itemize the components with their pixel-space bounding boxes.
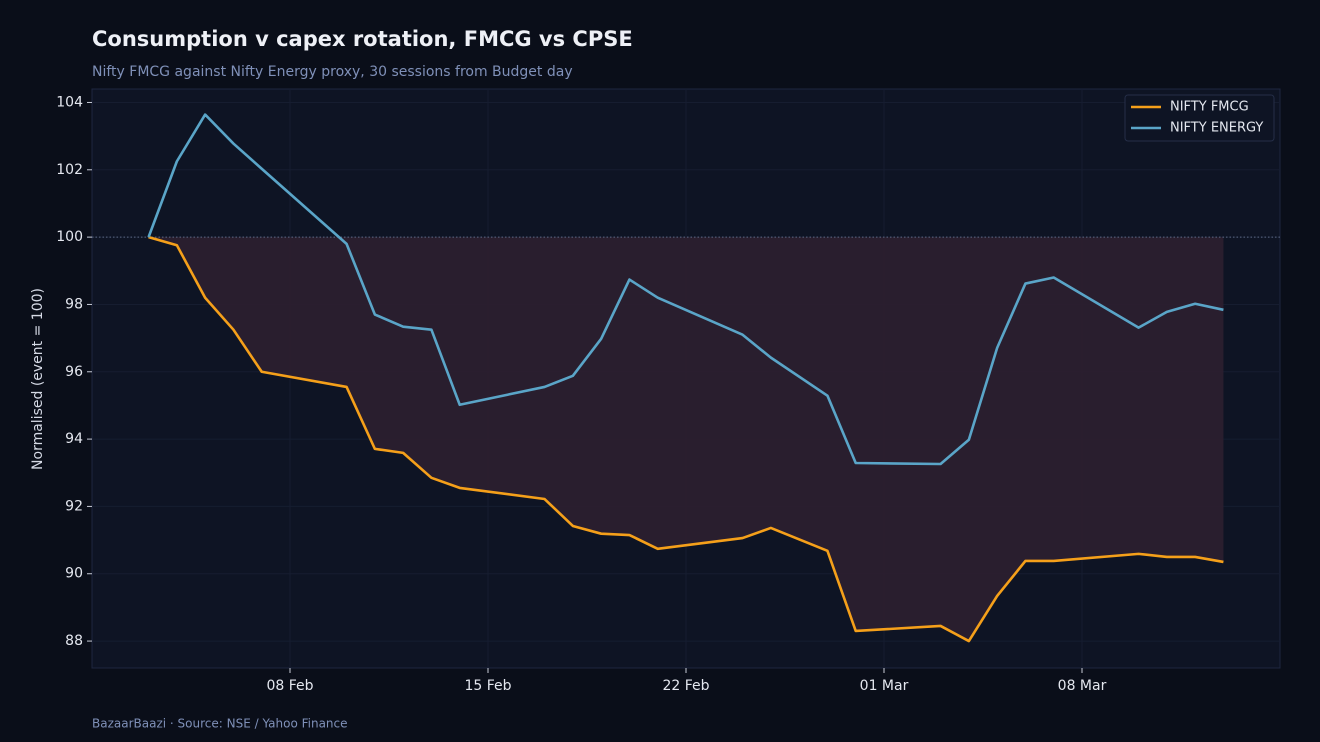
x-tick-label: 08 Feb — [266, 678, 313, 694]
x-tick-label: 01 Mar — [860, 678, 909, 694]
y-tick-label: 88 — [65, 633, 83, 649]
x-tick-label: 22 Feb — [662, 678, 709, 694]
x-tick-label: 08 Mar — [1058, 678, 1107, 694]
legend-label: NIFTY FMCG — [1170, 100, 1249, 115]
series-line — [147, 113, 1224, 466]
chart-title: Consumption v capex rotation, FMCG vs CP… — [92, 27, 633, 51]
y-tick-label: 92 — [65, 498, 83, 514]
y-tick-label: 102 — [56, 162, 83, 178]
chart-subtitle: Nifty FMCG against Nifty Energy proxy, 3… — [92, 64, 573, 80]
y-tick-label: 94 — [65, 431, 83, 447]
y-axis-label: Normalised (event = 100) — [30, 288, 46, 470]
gap-fill — [148, 237, 1224, 642]
x-tick-label: 15 Feb — [464, 678, 511, 694]
y-tick-label: 98 — [65, 296, 83, 312]
legend-box — [1124, 94, 1275, 142]
y-tick-label: 100 — [56, 229, 83, 245]
y-tick-label: 104 — [56, 94, 83, 110]
legend-label: NIFTY ENERGY — [1170, 121, 1263, 136]
y-tick-label: 90 — [65, 566, 83, 582]
series-line — [148, 235, 1224, 643]
y-tick-label: 96 — [65, 364, 83, 380]
source-note: BazaarBaazi · Source: NSE / Yahoo Financ… — [92, 717, 348, 731]
